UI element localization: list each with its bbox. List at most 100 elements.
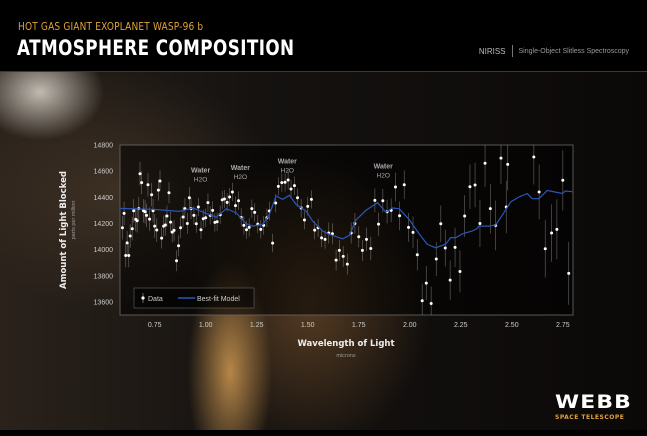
legend-model-label: Best-fit Model [197, 296, 240, 303]
x-tick-label: 1.75 [352, 322, 366, 329]
data-point [334, 258, 338, 262]
data-point [215, 220, 219, 224]
data-point [151, 209, 155, 213]
data-point [237, 199, 241, 203]
water-annotation-formula: H2O [281, 167, 294, 174]
data-point [153, 224, 157, 228]
y-tick-label: 14400 [94, 195, 114, 202]
data-point [175, 259, 179, 263]
data-point [309, 197, 313, 201]
data-point [364, 237, 368, 241]
data-point [377, 222, 381, 226]
data-point [306, 204, 310, 208]
data-point [138, 172, 142, 176]
data-point [233, 204, 237, 208]
data-point [453, 245, 457, 249]
data-point [443, 246, 447, 250]
data-point [448, 278, 452, 282]
data-point [196, 205, 200, 209]
data-point [292, 184, 296, 188]
y-axis-label: Amount of Light Blocked [59, 171, 69, 289]
data-point [250, 207, 254, 211]
water-annotation-label: Water [374, 164, 393, 171]
x-tick-label: 2.75 [556, 322, 570, 329]
data-point [393, 185, 397, 189]
data-point [483, 161, 487, 165]
data-point [124, 254, 128, 257]
data-point [302, 218, 306, 222]
header: HOT GAS GIANT EXOPLANET WASP-96 b ATMOSP… [0, 0, 647, 72]
x-tick-label: 2.25 [454, 322, 468, 329]
data-point [148, 217, 152, 221]
y-tick-label: 14600 [94, 169, 114, 176]
data-point [145, 213, 149, 217]
water-annotation-formula: H2O [194, 176, 207, 183]
data-point [341, 254, 345, 258]
data-point [242, 223, 246, 227]
data-point [478, 221, 482, 225]
data-point [561, 178, 565, 182]
data-point [555, 227, 559, 231]
data-point [187, 196, 191, 200]
data-point [204, 216, 208, 220]
data-point [167, 191, 171, 195]
data-point [313, 228, 317, 232]
data-point [185, 221, 189, 225]
divider [511, 45, 513, 57]
legend: Data Best-fit Model [133, 287, 255, 309]
data-point [360, 248, 364, 252]
water-annotation-formula: H2O [377, 173, 390, 180]
data-point [373, 198, 377, 202]
data-point [543, 247, 547, 251]
data-point [181, 215, 185, 219]
y-tick-label: 13800 [94, 273, 114, 280]
data-point [420, 299, 424, 303]
data-point [567, 271, 571, 275]
data-point [429, 301, 433, 305]
data-point [337, 248, 341, 252]
data-point [271, 241, 275, 245]
data-point [132, 209, 136, 213]
water-annotation-formula: H2O [234, 174, 247, 181]
data-point [192, 213, 196, 217]
logo-wordmark: WEBB [555, 391, 632, 413]
y-axis-unit: parts per million [71, 201, 77, 240]
x-tick-label: 1.50 [301, 322, 315, 329]
data-point [120, 226, 124, 230]
instrument-info: NIRISS Single-Object Slitless Spectrosco… [479, 45, 629, 57]
data-point [155, 228, 159, 232]
x-tick-label: 1.25 [250, 322, 264, 329]
data-point [550, 231, 554, 235]
legend-data-marker [141, 296, 145, 300]
data-point [230, 190, 234, 194]
data-point [201, 217, 205, 221]
data-point [179, 226, 183, 230]
data-point [130, 227, 134, 231]
data-point [122, 211, 126, 215]
data-point [225, 200, 229, 204]
data-point [506, 162, 510, 166]
best-fit-model-line [119, 189, 573, 249]
x-tick-label: 2.00 [403, 322, 417, 329]
legend-data-label: Data [148, 296, 163, 303]
data-point [140, 181, 144, 185]
y-tick-label: 14200 [94, 221, 114, 228]
data-point [220, 198, 224, 202]
data-point [424, 281, 428, 285]
x-axis-label: Wavelength of Light [297, 339, 394, 349]
y-tick-label: 14000 [94, 247, 114, 254]
water-annotation-label: Water [191, 167, 210, 174]
instrument-name: NIRISS [478, 46, 506, 56]
data-point [135, 219, 139, 223]
data-point [398, 214, 402, 218]
data-point [274, 201, 278, 205]
data-point [345, 262, 349, 266]
data-point [177, 244, 181, 248]
data-point [143, 210, 147, 214]
data-point [194, 222, 198, 226]
data-point [434, 257, 438, 261]
water-annotation-label: Water [231, 165, 250, 172]
data-point [206, 201, 210, 205]
